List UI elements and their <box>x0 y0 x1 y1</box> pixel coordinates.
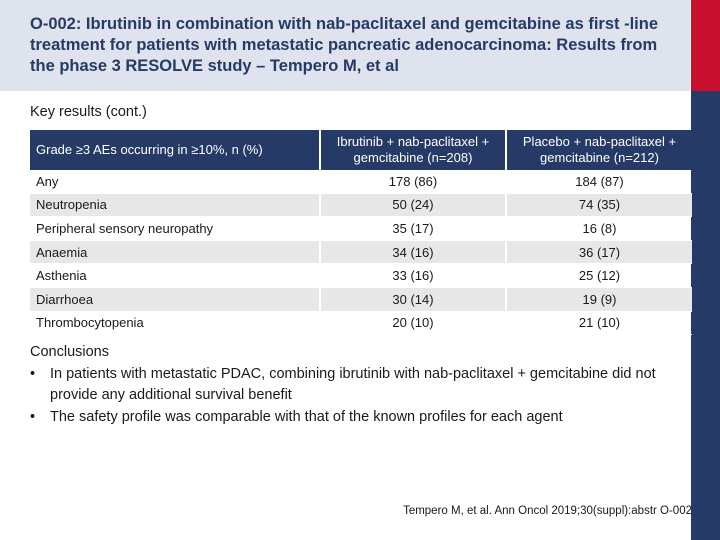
cell-ibrutinib: 20 (10) <box>320 311 507 336</box>
table-row: Diarrhoea 30 (14) 19 (9) <box>30 287 692 312</box>
header-ibrutinib-arm: Ibrutinib + nab-paclitaxel + gemcitabine… <box>320 130 507 170</box>
cell-ibrutinib: 33 (16) <box>320 263 507 288</box>
table-row: Any 178 (86) 184 (87) <box>30 170 692 194</box>
cell-placebo: 19 (9) <box>506 287 692 312</box>
cell-placebo: 36 (17) <box>506 240 692 265</box>
table-row: Thrombocytopenia 20 (10) 21 (10) <box>30 311 692 336</box>
red-accent-block <box>691 0 720 91</box>
cell-ibrutinib: 178 (86) <box>320 170 507 194</box>
table-row: Peripheral sensory neuropathy 35 (17) 16… <box>30 216 692 241</box>
cell-placebo: 184 (87) <box>506 170 692 194</box>
conclusion-text: In patients with metastatic PDAC, combin… <box>50 365 656 404</box>
reference-citation: Tempero M, et al. Ann Oncol 2019;30(supp… <box>403 505 692 517</box>
row-label: Diarrhoea <box>30 287 321 312</box>
cell-placebo: 74 (35) <box>506 193 692 218</box>
conclusion-item: • In patients with metastatic PDAC, comb… <box>30 364 680 407</box>
cell-ibrutinib: 30 (14) <box>320 287 507 312</box>
slide-title: O-002: Ibrutinib in combination with nab… <box>30 15 659 75</box>
row-label: Peripheral sensory neuropathy <box>30 216 321 241</box>
adverse-events-table: Grade ≥3 AEs occurring in ≥10%, n (%) Ib… <box>30 130 692 336</box>
bullet-icon: • <box>30 365 36 382</box>
row-label: Asthenia <box>30 263 321 288</box>
conclusions-list: • In patients with metastatic PDAC, comb… <box>30 364 680 429</box>
cell-placebo: 21 (10) <box>506 311 692 336</box>
row-label: Thrombocytopenia <box>30 311 321 336</box>
table-row: Asthenia 33 (16) 25 (12) <box>30 263 692 288</box>
cell-ibrutinib: 34 (16) <box>320 240 507 265</box>
header-placebo-arm: Placebo + nab-paclitaxel + gemcitabine (… <box>506 130 692 170</box>
conclusions-block: Conclusions • In patients with metastati… <box>30 342 680 428</box>
row-label: Neutropenia <box>30 193 321 218</box>
cell-ibrutinib: 35 (17) <box>320 216 507 241</box>
header-ae-grade: Grade ≥3 AEs occurring in ≥10%, n (%) <box>30 130 321 170</box>
table-row: Neutropenia 50 (24) 74 (35) <box>30 193 692 218</box>
table-header-row: Grade ≥3 AEs occurring in ≥10%, n (%) Ib… <box>30 130 692 170</box>
cell-ibrutinib: 50 (24) <box>320 193 507 218</box>
title-band: O-002: Ibrutinib in combination with nab… <box>0 0 690 91</box>
row-label: Anaemia <box>30 240 321 265</box>
row-label: Any <box>30 170 321 194</box>
section-label: Key results (cont.) <box>30 104 147 120</box>
conclusion-item: • The safety profile was comparable with… <box>30 407 680 429</box>
cell-placebo: 16 (8) <box>506 216 692 241</box>
table-row: Anaemia 34 (16) 36 (17) <box>30 240 692 265</box>
cell-placebo: 25 (12) <box>506 263 692 288</box>
conclusion-text: The safety profile was comparable with t… <box>50 408 563 425</box>
bullet-icon: • <box>30 408 36 425</box>
conclusions-heading: Conclusions <box>30 344 109 360</box>
